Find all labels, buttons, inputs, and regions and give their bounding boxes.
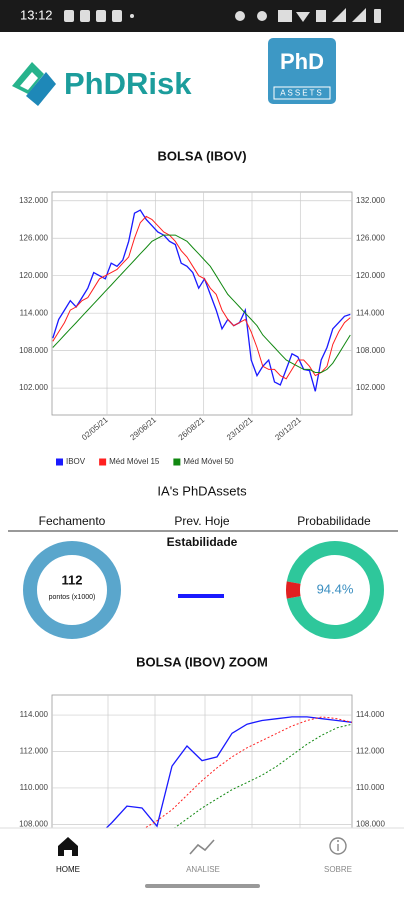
close-value: 112 xyxy=(62,572,83,587)
legend-label: Méd Móvel 50 xyxy=(183,457,234,466)
badge-title: PhD xyxy=(280,49,324,74)
x-tick-label: 29/06/21 xyxy=(128,415,158,442)
chart-title: BOLSA (IBOV) xyxy=(157,148,246,163)
legend-label: Méd Móvel 15 xyxy=(109,457,160,466)
y-tick-label: 110.000 xyxy=(20,783,49,792)
probability-label: 94.4% xyxy=(317,581,354,596)
home-icon[interactable] xyxy=(58,837,78,856)
analysis-icon[interactable] xyxy=(189,839,215,855)
series-line xyxy=(105,716,352,828)
nav-home[interactable]: HOME xyxy=(56,865,80,874)
y2-tick-label: 132.000 xyxy=(356,196,385,205)
status-time: 13:12 xyxy=(20,7,53,22)
remainder-arc xyxy=(286,581,301,599)
y2-tick-label: 112.000 xyxy=(356,747,385,756)
x-tick-label: 23/10/21 xyxy=(225,415,255,442)
y2-tick-label: 114.000 xyxy=(356,308,385,317)
nav-about[interactable]: SOBRE xyxy=(324,865,352,874)
y-tick-label: 108.000 xyxy=(19,819,48,828)
x-tick-label: 20/12/21 xyxy=(273,415,303,442)
y2-tick-label: 110.000 xyxy=(356,783,385,792)
x-tick-label: 26/08/21 xyxy=(177,415,207,442)
series-line xyxy=(52,215,351,380)
series-line xyxy=(52,234,351,373)
info-icon[interactable] xyxy=(329,837,347,855)
plot-frame xyxy=(51,191,353,416)
y2-tick-label: 120.000 xyxy=(356,271,385,280)
y2-tick-label: 102.000 xyxy=(356,383,385,392)
y-tick-label: 132.000 xyxy=(19,196,48,205)
chart-title: BOLSA (IBOV) ZOOM xyxy=(136,654,268,669)
y-tick-label: 102.000 xyxy=(19,383,48,392)
column-header: Prev. Hoje xyxy=(174,514,229,528)
y-tick-label: 112.000 xyxy=(20,747,49,756)
probability-arc xyxy=(286,541,384,639)
badge-sub: ASSETS xyxy=(280,89,324,98)
info-icon-dot xyxy=(337,840,339,842)
legend-swatch xyxy=(173,458,181,466)
y-tick-label: 114.000 xyxy=(20,710,49,719)
logo-icon xyxy=(12,62,56,106)
x-tick-label: 02/05/21 xyxy=(80,415,110,442)
y2-tick-label: 126.000 xyxy=(356,233,385,242)
legend-label: IBOV xyxy=(66,457,86,466)
y-tick-label: 114.000 xyxy=(20,308,49,317)
column-header: Fechamento xyxy=(39,514,106,528)
series-line xyxy=(52,209,351,392)
zoom-chart: 114.000 114.000 112.000 112.000 110.000 110.0… xyxy=(19,694,385,828)
probability-donut xyxy=(286,541,384,639)
gesture-bar xyxy=(145,884,260,888)
y2-tick-label: 114.000 xyxy=(356,710,385,719)
series-line xyxy=(144,716,352,828)
column-header: Probabilidade xyxy=(297,514,371,528)
nav-bar xyxy=(0,828,404,900)
badge-box xyxy=(273,86,331,100)
y-tick-label: 120.000 xyxy=(19,271,48,280)
legend-swatch xyxy=(56,458,63,466)
status-icons xyxy=(64,8,381,23)
y2-tick-label: 108.000 xyxy=(356,819,385,828)
y-tick-label: 126.000 xyxy=(19,233,48,242)
y2-tick-label: 108.000 xyxy=(356,346,385,355)
close-unit: pontos (x1000) xyxy=(49,594,96,601)
nav-analysis[interactable]: ANALISE xyxy=(186,865,220,874)
legend-swatch xyxy=(99,458,107,466)
main-chart: 132.000 132.000 126.000 126.000 120.000 120.0… xyxy=(19,191,385,466)
section-title: IA's PhDAssets xyxy=(157,483,247,498)
stability-label: Estabilidade xyxy=(167,535,238,549)
close-donut xyxy=(23,541,121,639)
brand: PhDRisk xyxy=(64,66,192,101)
y-tick-label: 108.000 xyxy=(19,346,48,355)
